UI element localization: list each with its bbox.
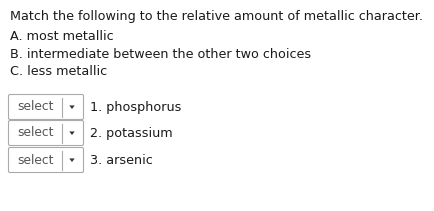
FancyBboxPatch shape <box>9 95 83 119</box>
Text: 1. phosphorus: 1. phosphorus <box>90 100 181 114</box>
Text: select: select <box>18 127 54 139</box>
FancyBboxPatch shape <box>9 147 83 173</box>
Text: C. less metallic: C. less metallic <box>10 65 107 78</box>
Text: select: select <box>18 153 54 166</box>
Text: 3. arsenic: 3. arsenic <box>90 153 152 166</box>
Text: B. intermediate between the other two choices: B. intermediate between the other two ch… <box>10 48 310 61</box>
FancyBboxPatch shape <box>9 120 83 146</box>
Text: A. most metallic: A. most metallic <box>10 30 113 43</box>
Text: select: select <box>18 100 54 114</box>
Polygon shape <box>69 158 75 162</box>
Text: Match the following to the relative amount of metallic character.: Match the following to the relative amou… <box>10 10 422 23</box>
Text: 2. potassium: 2. potassium <box>90 127 172 139</box>
Polygon shape <box>69 131 75 135</box>
Polygon shape <box>69 106 75 109</box>
